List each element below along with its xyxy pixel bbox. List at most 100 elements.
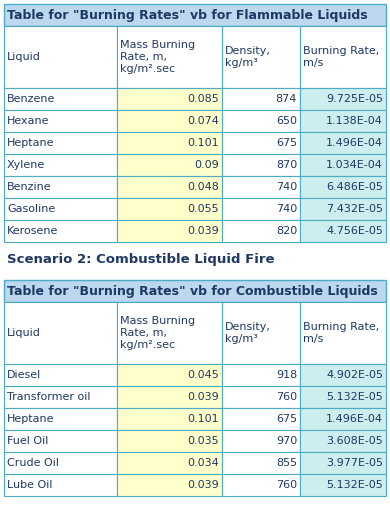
Bar [300, 26, 386, 88]
Text: 0.055: 0.055 [187, 204, 219, 214]
Bar [222, 154, 300, 176]
Bar [300, 132, 386, 154]
Bar [300, 88, 386, 110]
Text: 650: 650 [276, 116, 297, 126]
Bar [222, 430, 300, 452]
Text: 918: 918 [276, 370, 297, 380]
Bar [222, 474, 300, 496]
Text: 7.432E-05: 7.432E-05 [326, 204, 383, 214]
Bar [4, 280, 386, 302]
Bar [117, 408, 222, 430]
Bar [117, 110, 222, 132]
Bar [117, 154, 222, 176]
Text: Liquid: Liquid [7, 52, 41, 62]
Bar [4, 220, 117, 242]
Text: 874: 874 [276, 94, 297, 104]
Text: Burning Rate,
m/s: Burning Rate, m/s [303, 322, 379, 344]
Text: Density,
kg/m³: Density, kg/m³ [225, 46, 271, 68]
Text: 1.138E-04: 1.138E-04 [326, 116, 383, 126]
Bar [117, 132, 222, 154]
Text: 0.048: 0.048 [187, 182, 219, 192]
Text: 675: 675 [276, 414, 297, 424]
Bar [300, 198, 386, 220]
Text: Kerosene: Kerosene [7, 226, 58, 236]
Bar [4, 364, 117, 386]
Text: Fuel Oil: Fuel Oil [7, 436, 48, 446]
Bar [300, 176, 386, 198]
Text: Mass Burning
Rate, m,
kg/m².sec: Mass Burning Rate, m, kg/m².sec [120, 40, 195, 74]
Text: Liquid: Liquid [7, 328, 41, 338]
Bar [4, 154, 117, 176]
Text: 760: 760 [276, 392, 297, 402]
Bar [4, 474, 117, 496]
Bar [117, 452, 222, 474]
Text: Benzene: Benzene [7, 94, 55, 104]
Text: 6.486E-05: 6.486E-05 [326, 182, 383, 192]
Text: Density,
kg/m³: Density, kg/m³ [225, 322, 271, 344]
Text: 0.039: 0.039 [187, 392, 219, 402]
Text: 0.045: 0.045 [187, 370, 219, 380]
Text: Transformer oil: Transformer oil [7, 392, 90, 402]
Text: Heptane: Heptane [7, 414, 55, 424]
Bar [222, 220, 300, 242]
Bar [300, 430, 386, 452]
Text: 820: 820 [276, 226, 297, 236]
Bar [4, 302, 117, 364]
Bar [117, 198, 222, 220]
Text: Diesel: Diesel [7, 370, 41, 380]
Bar [4, 386, 117, 408]
Bar [300, 386, 386, 408]
Bar [117, 474, 222, 496]
Text: 0.035: 0.035 [187, 436, 219, 446]
Text: Burning Rate,
m/s: Burning Rate, m/s [303, 46, 379, 68]
Bar [4, 408, 117, 430]
Text: Benzine: Benzine [7, 182, 51, 192]
Text: 0.039: 0.039 [187, 226, 219, 236]
Bar [300, 220, 386, 242]
Bar [4, 4, 386, 26]
Text: 1.496E-04: 1.496E-04 [326, 138, 383, 148]
Text: 855: 855 [276, 458, 297, 468]
Bar [300, 474, 386, 496]
Bar [300, 408, 386, 430]
Bar [117, 88, 222, 110]
Text: Hexane: Hexane [7, 116, 50, 126]
Bar [300, 364, 386, 386]
Text: 0.101: 0.101 [187, 138, 219, 148]
Bar [4, 176, 117, 198]
Text: 675: 675 [276, 138, 297, 148]
Bar [300, 154, 386, 176]
Text: Table for "Burning Rates" vb for Combustible Liquids: Table for "Burning Rates" vb for Combust… [7, 285, 378, 298]
Bar [4, 88, 117, 110]
Bar [4, 26, 117, 88]
Bar [222, 302, 300, 364]
Text: 760: 760 [276, 480, 297, 490]
Text: 0.074: 0.074 [187, 116, 219, 126]
Text: 5.132E-05: 5.132E-05 [326, 392, 383, 402]
Bar [4, 198, 117, 220]
Bar [4, 132, 117, 154]
Bar [300, 452, 386, 474]
Text: Mass Burning
Rate, m,
kg/m².sec: Mass Burning Rate, m, kg/m².sec [120, 316, 195, 350]
Bar [222, 198, 300, 220]
Text: Scenario 2: Combustible Liquid Fire: Scenario 2: Combustible Liquid Fire [7, 254, 275, 267]
Text: 5.132E-05: 5.132E-05 [326, 480, 383, 490]
Bar [222, 110, 300, 132]
Bar [117, 26, 222, 88]
Bar [300, 110, 386, 132]
Bar [222, 386, 300, 408]
Bar [117, 302, 222, 364]
Bar [4, 110, 117, 132]
Bar [4, 430, 117, 452]
Text: 3.977E-05: 3.977E-05 [326, 458, 383, 468]
Text: Lube Oil: Lube Oil [7, 480, 53, 490]
Text: Crude Oil: Crude Oil [7, 458, 59, 468]
Text: 9.725E-05: 9.725E-05 [326, 94, 383, 104]
Text: 740: 740 [276, 182, 297, 192]
Text: 1.496E-04: 1.496E-04 [326, 414, 383, 424]
Bar [222, 176, 300, 198]
Bar [222, 132, 300, 154]
Text: 4.902E-05: 4.902E-05 [326, 370, 383, 380]
Bar [117, 176, 222, 198]
Text: 0.034: 0.034 [187, 458, 219, 468]
